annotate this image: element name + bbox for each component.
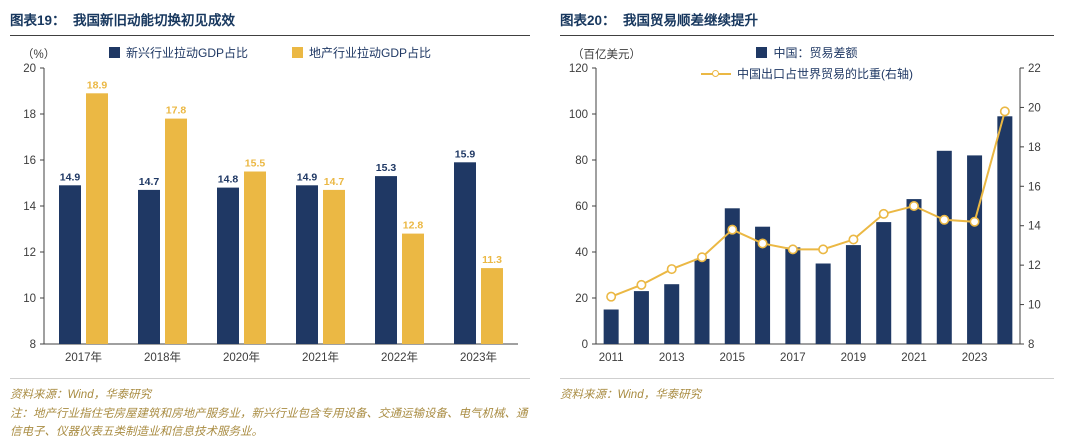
- svg-text:2017: 2017: [780, 352, 806, 364]
- svg-text:18.9: 18.9: [87, 79, 108, 91]
- svg-text:2021: 2021: [901, 352, 927, 364]
- svg-text:16: 16: [23, 155, 36, 167]
- figure19-legend: 新兴行业拉动GDP占比 地产行业拉动GDP占比: [10, 44, 530, 61]
- svg-text:2017年: 2017年: [65, 350, 102, 364]
- svg-text:15.5: 15.5: [245, 158, 266, 170]
- figure20-title: 图表20： 我国贸易顺差继续提升: [560, 6, 1054, 36]
- svg-text:22: 22: [1028, 63, 1041, 75]
- figure20-axis-unit-label: （百亿美元）: [572, 49, 641, 61]
- svg-text:2021年: 2021年: [302, 350, 339, 364]
- svg-text:8: 8: [1028, 339, 1034, 351]
- legend-label-export-share: 中国出口占世界贸易的比重(右轴): [737, 67, 913, 81]
- svg-text:2023: 2023: [962, 352, 988, 364]
- figure19-axis-unit-label: （%）: [22, 49, 56, 61]
- figure19-source: 资料来源：Wind，华泰研究: [10, 389, 152, 401]
- svg-text:16: 16: [1028, 181, 1041, 193]
- figure20-divider: [560, 378, 1054, 379]
- figure20-chart: （百亿美元） 中国：贸易差额 中国出口占世界贸易的比重(右轴) 0 20 40 60 8…: [560, 38, 1054, 370]
- svg-text:20: 20: [575, 293, 588, 305]
- svg-text:2011: 2011: [599, 352, 624, 364]
- svg-text:14.7: 14.7: [139, 176, 160, 188]
- svg-text:2023年: 2023年: [460, 350, 497, 364]
- svg-text:20: 20: [23, 63, 36, 75]
- svg-text:10: 10: [1028, 300, 1041, 312]
- legend-swatch-gold: [292, 47, 303, 58]
- legend-item-emerging-industry: 新兴行业拉动GDP占比: [108, 44, 248, 61]
- svg-text:14.7: 14.7: [324, 176, 345, 188]
- figure20-combo-chart: 0 20 40 60 80 100 120 8 10 12 14 16 18 20 22 2011 2013 20…: [569, 63, 1042, 364]
- figure19-divider: [10, 378, 530, 379]
- svg-text:120: 120: [569, 63, 588, 75]
- svg-text:2020年: 2020年: [223, 350, 260, 364]
- svg-text:40: 40: [575, 247, 588, 259]
- svg-text:2019: 2019: [841, 352, 867, 364]
- svg-text:18: 18: [1028, 142, 1041, 154]
- legend-label-property-industry: 地产行业拉动GDP占比: [309, 46, 432, 60]
- svg-text:2013: 2013: [659, 352, 685, 364]
- svg-text:12.8: 12.8: [403, 220, 424, 232]
- legend-swatch-navy: [108, 47, 120, 58]
- svg-text:2022年: 2022年: [381, 350, 418, 364]
- figure20-source: 资料来源：Wind，华泰研究: [560, 389, 702, 401]
- svg-text:18: 18: [23, 109, 36, 121]
- svg-text:11.3: 11.3: [482, 254, 502, 266]
- svg-text:2018年: 2018年: [144, 350, 181, 364]
- svg-text:14: 14: [1028, 221, 1041, 233]
- legend-line-marker-icon: [701, 69, 731, 77]
- svg-text:60: 60: [575, 201, 588, 213]
- legend-item-property-industry: 地产行业拉动GDP占比: [292, 44, 431, 61]
- figure19-note: 注：地产行业指住宅房屋建筑和房地产服务业，新兴行业包含专用设备、交通运输设备、电…: [10, 408, 528, 438]
- legend-circle-marker-icon: [711, 69, 719, 77]
- svg-text:10: 10: [23, 293, 36, 305]
- svg-text:15.3: 15.3: [376, 162, 397, 174]
- svg-text:20: 20: [1028, 102, 1041, 114]
- svg-text:12: 12: [1028, 260, 1041, 272]
- figure19-chart: （%） 新兴行业拉动GDP占比 地产行业拉动GDP占比 8 10 12 14 16 18 2…: [10, 38, 530, 370]
- svg-text:2015: 2015: [719, 352, 745, 364]
- svg-text:15.9: 15.9: [455, 148, 476, 160]
- svg-text:100: 100: [569, 109, 588, 121]
- figure19-title: 图表19： 我国新旧动能切换初见成效: [10, 6, 530, 36]
- figure19-panel: 图表19： 我国新旧动能切换初见成效 （%） 新兴行业拉动GDP占比 地产行业拉…: [10, 6, 530, 438]
- legend-item-trade-balance: 中国：贸易差额: [756, 44, 858, 61]
- legend-item-export-share: 中国出口占世界贸易的比重(右轴): [701, 65, 913, 82]
- legend-label-emerging-industry: 新兴行业拉动GDP占比: [125, 46, 248, 60]
- svg-text:14: 14: [23, 201, 36, 213]
- figure20-panel: 图表20： 我国贸易顺差继续提升 （百亿美元） 中国：贸易差额 中国出口占世界贸…: [540, 0, 1080, 448]
- figure20-legend: 中国：贸易差额 中国出口占世界贸易的比重(右轴): [560, 44, 1054, 82]
- svg-text:8: 8: [30, 339, 36, 351]
- svg-text:0: 0: [582, 339, 588, 351]
- svg-text:14.9: 14.9: [60, 171, 81, 183]
- svg-text:14.8: 14.8: [218, 174, 239, 186]
- svg-text:17.8: 17.8: [166, 105, 187, 117]
- svg-text:14.9: 14.9: [297, 171, 318, 183]
- legend-label-trade-balance: 中国：贸易差额: [773, 46, 858, 60]
- svg-text:12: 12: [23, 247, 36, 259]
- svg-text:80: 80: [575, 155, 588, 167]
- figure19-grouped-bar-chart: 8 10 12 14 16 18 20 2017年 14.9 18.9 2018年 14.7 17.8 2…: [23, 63, 518, 364]
- legend-swatch-trade-balance: [756, 47, 768, 58]
